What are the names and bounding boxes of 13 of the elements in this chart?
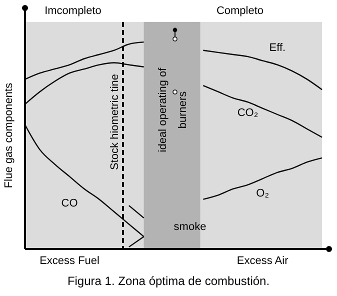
annotation: ideal operating of burners [157,66,190,152]
text: Stock hiometric tine [109,74,122,170]
x-tick-label: Excess Air [236,255,289,267]
text: Completo [216,5,264,17]
text: Imcompleto [44,5,102,17]
series-label: CO [61,198,78,210]
series-label: O₂ [256,188,270,200]
annotation: smoke [174,221,206,233]
series-label: CO₂ [237,107,258,120]
series-label: Eff. [269,42,286,54]
x-tick-label: Excess Fuel [40,255,100,267]
y-axis-title: Flue gas components [3,82,15,188]
text: Figura 1. Zona óptima de combustión. [67,274,270,288]
